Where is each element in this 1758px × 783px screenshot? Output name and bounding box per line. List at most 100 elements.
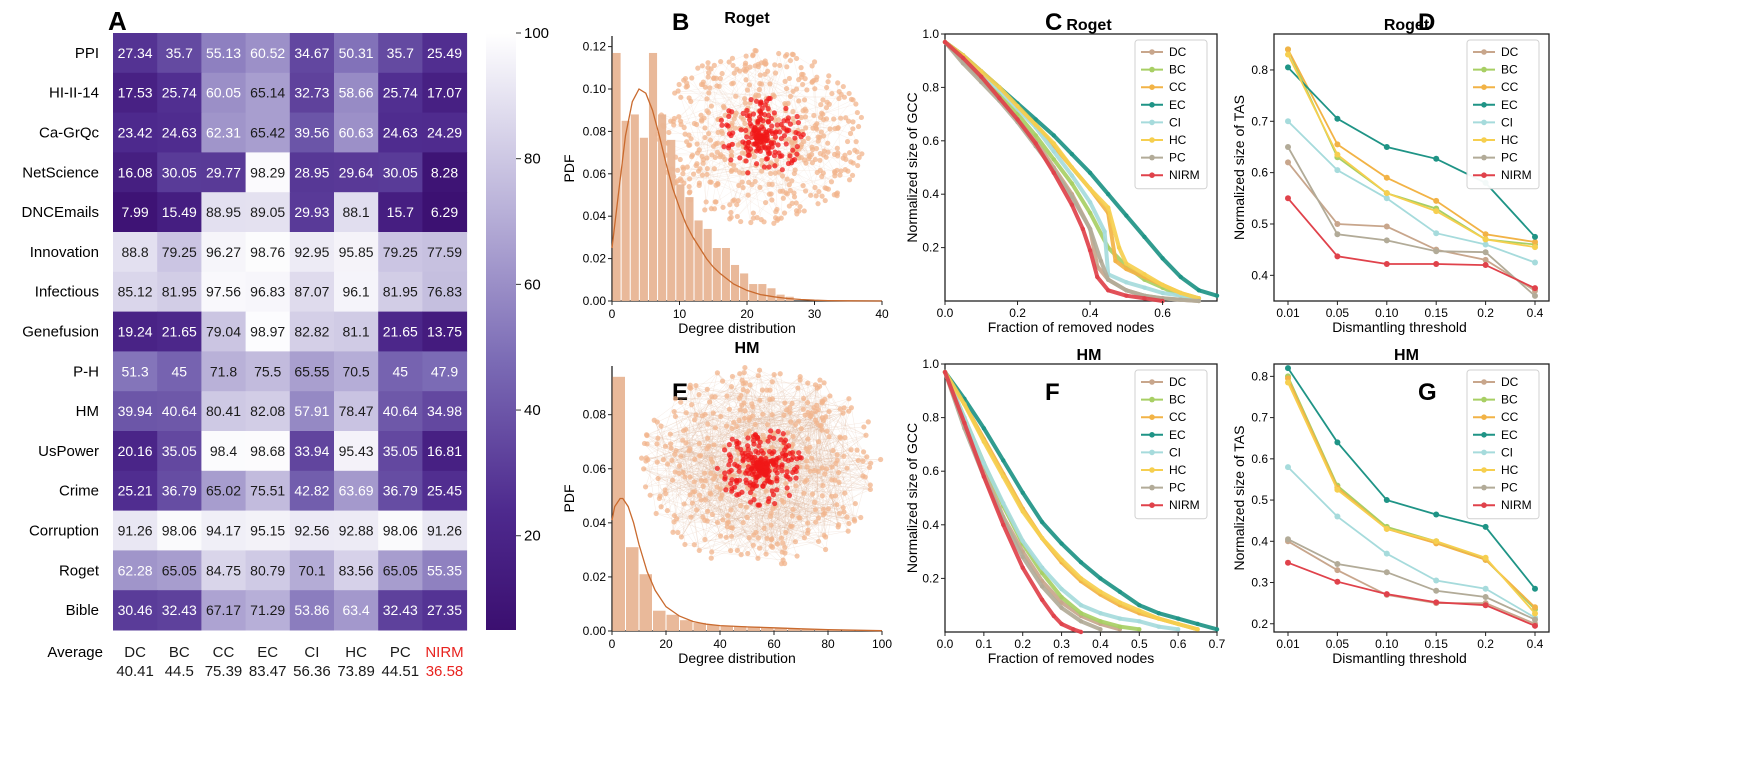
- network-edge: [682, 440, 783, 553]
- network-node: [824, 428, 830, 434]
- network-node: [801, 395, 807, 402]
- heatmap-cell-value: 29.93: [294, 204, 329, 220]
- network-edge: [732, 432, 788, 529]
- x-tick-label: 0.3: [1053, 637, 1070, 651]
- y-tick-label: 0.5: [1251, 493, 1268, 507]
- network-edge: [674, 411, 791, 422]
- tas-series-point: [1383, 569, 1390, 576]
- network-edge: [681, 376, 733, 537]
- heatmap-cell: [289, 590, 335, 631]
- heatmap-cell: [157, 311, 202, 352]
- network-hub-node: [755, 473, 762, 479]
- network-node: [862, 474, 868, 480]
- network-hub-node: [795, 119, 802, 126]
- network-node: [763, 551, 769, 557]
- network-node: [827, 393, 833, 399]
- network-node: [746, 82, 753, 88]
- network-node: [658, 423, 664, 429]
- heatmap-cell-value: 92.95: [294, 244, 329, 260]
- network-node: [855, 162, 861, 169]
- network-node: [682, 474, 688, 480]
- histogram-bar: [721, 248, 730, 301]
- heatmap-cell: [289, 470, 335, 512]
- network-node: [826, 101, 832, 107]
- network-edge: [726, 463, 750, 538]
- network-node: [681, 77, 687, 83]
- heatmap-cell-value: 75.51: [250, 483, 285, 499]
- legend-box: [1134, 369, 1208, 520]
- heatmap-cell-value: 15.7: [387, 204, 414, 220]
- heatmap-row-label: Innovation: [30, 244, 99, 261]
- y-tick-label: 0.6: [1251, 452, 1268, 466]
- gcc-series-point: [1124, 213, 1129, 218]
- network-node: [698, 81, 705, 88]
- network-edge: [787, 452, 805, 538]
- network-node: [790, 506, 796, 513]
- network-node: [687, 474, 693, 480]
- network-edge: [683, 398, 804, 473]
- gcc-series-point: [1033, 133, 1038, 138]
- gcc-series-point: [1059, 541, 1064, 546]
- network-node: [778, 561, 785, 567]
- network-edge: [646, 398, 804, 436]
- heatmap-cell-value: 85.12: [118, 284, 153, 300]
- network-edge: [771, 500, 783, 540]
- network-edge: [822, 435, 867, 469]
- network-edge: [701, 480, 721, 536]
- network-edge: [787, 489, 871, 494]
- x-tick-label: 0.4: [1092, 637, 1109, 651]
- legend-marker: [1149, 172, 1155, 178]
- network-node: [696, 182, 702, 188]
- heatmap-cell: [201, 590, 247, 631]
- gcc-series-point: [962, 402, 967, 407]
- network-edge: [695, 395, 830, 416]
- heatmap-cell: [157, 391, 202, 432]
- network-node: [704, 108, 710, 114]
- network-edge: [689, 387, 708, 425]
- network-edge: [646, 373, 781, 436]
- network-node: [699, 413, 706, 419]
- network-hub-node: [796, 450, 802, 456]
- network-node: [775, 117, 782, 123]
- network-hub-node: [734, 492, 740, 498]
- network-hub-node: [792, 135, 798, 141]
- gcc-series-point: [1078, 603, 1084, 608]
- network-node: [819, 427, 825, 433]
- heatmap-row-label: HI-II-14: [49, 85, 99, 102]
- network-node: [769, 396, 775, 402]
- network-edge: [670, 433, 760, 440]
- network-edge: [712, 511, 844, 515]
- histogram-bar: [658, 114, 667, 301]
- colorbar-tick-label: 80: [524, 151, 541, 168]
- network-node: [809, 455, 815, 461]
- network-edge: [739, 398, 788, 453]
- gcc-series-point: [1117, 589, 1123, 594]
- network-node: [801, 535, 808, 541]
- network-hub-node: [751, 497, 757, 503]
- network-node: [740, 116, 746, 122]
- network-hub-node: [747, 121, 753, 127]
- network-node: [666, 129, 672, 136]
- network-node: [803, 125, 809, 131]
- network-hub-node: [769, 458, 775, 464]
- heatmap-cell-value: 91.26: [118, 523, 153, 539]
- network-edge: [695, 385, 819, 410]
- histogram-bar: [734, 626, 747, 631]
- network-edge: [644, 443, 783, 543]
- network-edge: [713, 78, 835, 172]
- legend-label: HC: [1501, 463, 1519, 477]
- network-node: [771, 93, 777, 100]
- colorbar-tick-label: 20: [524, 528, 541, 545]
- network-edge: [689, 387, 724, 520]
- heatmap-cell: [113, 590, 158, 631]
- legend-marker: [1149, 154, 1155, 161]
- network-node: [753, 48, 759, 54]
- heatmap-cell-value: 25.74: [162, 85, 197, 101]
- gcc-series-point: [997, 95, 1002, 101]
- heatmap-cell-value: 58.66: [339, 85, 374, 101]
- heatmap-cell: [245, 33, 291, 74]
- network-edge: [743, 402, 784, 445]
- network-node: [712, 394, 718, 400]
- legend-marker: [1481, 102, 1487, 108]
- network-hub-node: [743, 127, 749, 133]
